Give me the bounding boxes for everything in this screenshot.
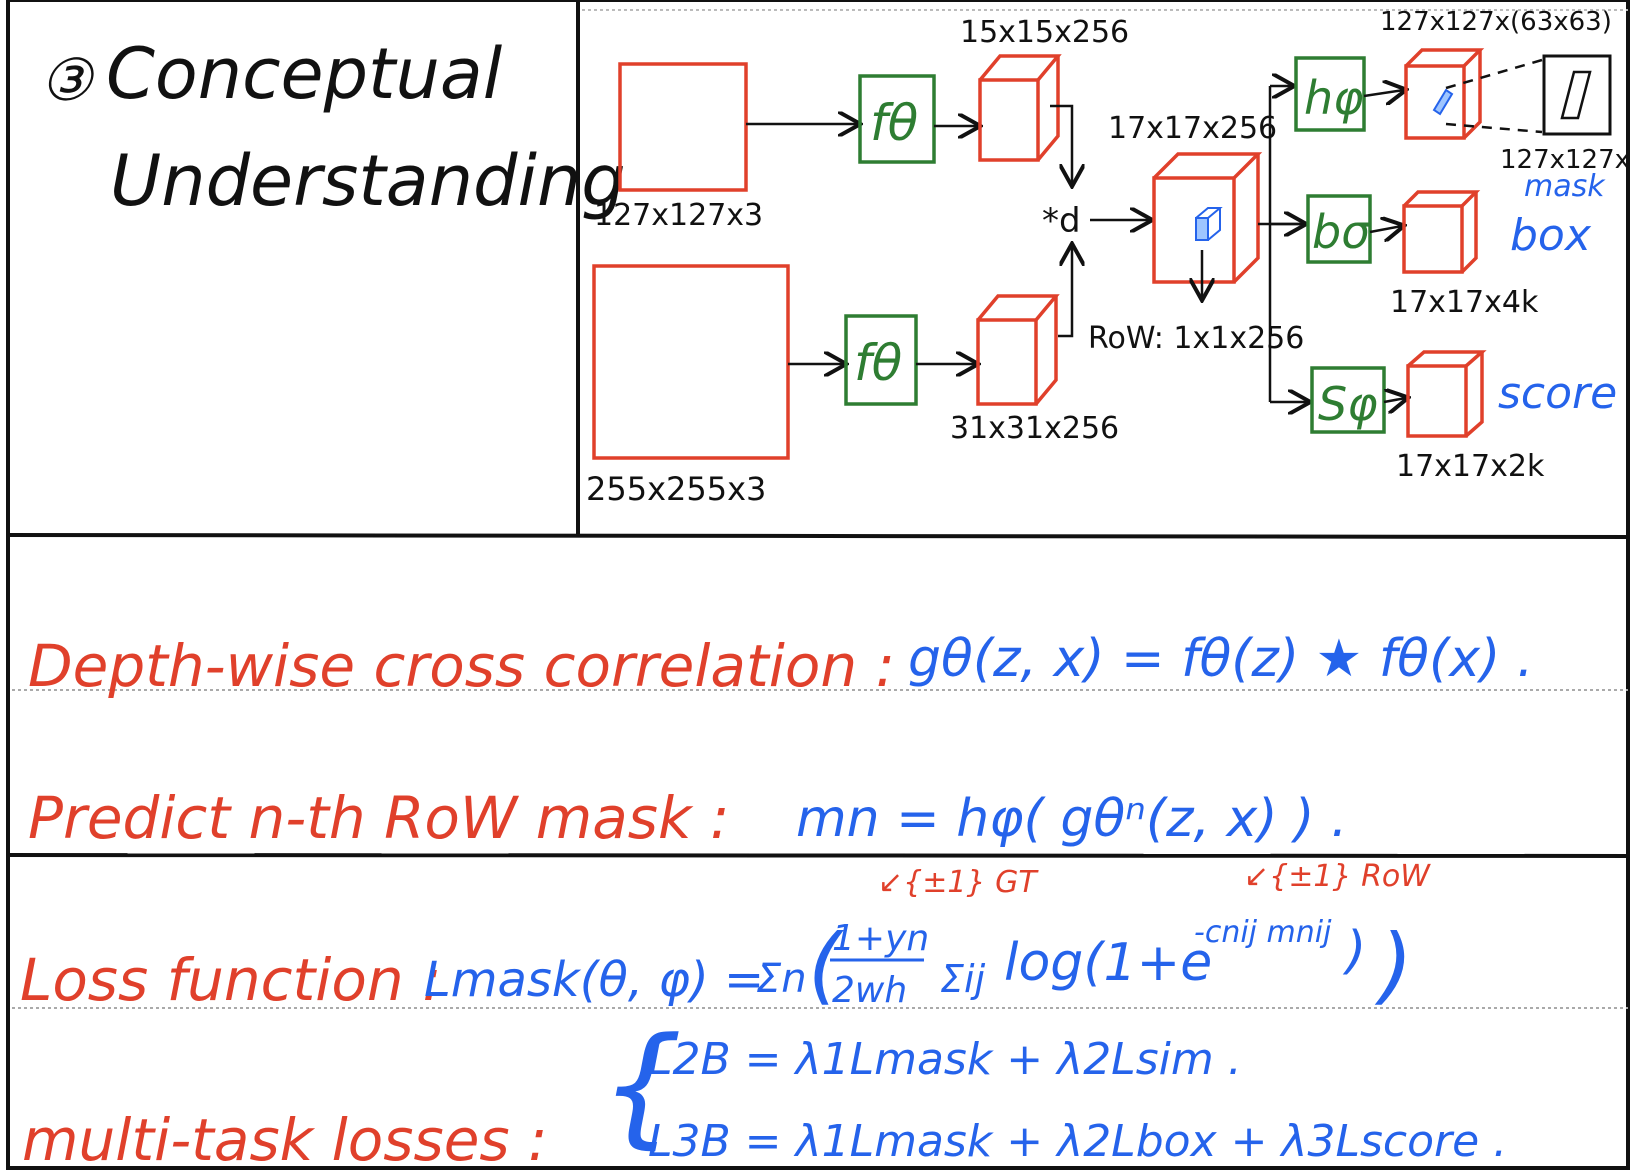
template-feature-cube [978,54,1062,162]
mask-vector-highlight [1432,88,1454,116]
multitask-label: multi-task losses : [22,1106,548,1172]
row-size-label: RoW: 1x1x256 [1088,321,1304,356]
box-head-label: bσ [1312,205,1372,259]
l3b-formula: L3B = λ1Lmask + λ2Lbox + λ3Lscore . [648,1116,1507,1167]
depthwise-formula: gθ(z, x) = fθ(z) ★ fθ(x) . [908,629,1533,689]
loss-close: ) [1342,921,1366,981]
box-output-cube [1402,190,1481,274]
mask-head-box [1294,56,1366,132]
loss-log: log(1+e [1004,933,1212,993]
siammask-diagram: 127x127x3 255x255x3 fθ fθ 15x15x256 31x3… [586,7,1632,508]
backbone-bottom-box [844,314,918,406]
loss-close-paren: ) [1374,916,1413,1014]
depthwise-label: Depth-wise cross correlation : [28,632,895,700]
backbone-top-label: fθ [870,94,918,152]
multitask-brace: { [600,1009,683,1161]
score-output-cube [1406,350,1487,438]
loss-sum-ij: Σij [940,957,986,1001]
response-size-label: 17x17x256 [1108,111,1277,146]
box-output-label: 17x17x4k [1390,285,1539,320]
gt-note: ↙{±1} GT [878,865,1039,900]
score-output-label: 17x17x2k [1396,449,1545,484]
title-line-1: Conceptual [106,33,503,115]
mask-output-label: 127x127x(63x63) [1380,7,1612,37]
loss-label: Loss function : [20,946,442,1014]
box-word: box [1510,210,1592,261]
template-image-box [618,62,748,192]
backbone-top-box [858,74,936,164]
search-feature-label: 31x31x256 [950,411,1119,446]
section-number: ③ [40,46,95,114]
final-mask-size-label: 127x127x1 [1500,145,1632,175]
template-feature-label: 15x15x256 [960,15,1129,50]
row-note: ↙{±1} RoW [1244,859,1431,894]
loss-frac-den: 2wh [832,970,907,1011]
loss-exponent: -cnij mnij [1194,915,1332,950]
loss-sum-n: Σn [756,956,807,1002]
score-head-box [1310,366,1386,434]
predict-formula: mn = hφ( gθⁿ(z, x) ) . [796,789,1347,849]
title-line-2: Understanding [110,140,626,222]
row-highlight [1195,207,1223,241]
loss-frac-num: 1+yn [832,918,929,959]
page-frame [6,0,1630,1170]
search-image-box [592,264,790,460]
search-feature-cube [976,294,1060,406]
box-head-box [1306,194,1372,264]
mask-head-label: hφ [1304,71,1364,125]
mask-output-cube [1404,48,1485,140]
mask-word: mask [1524,169,1606,204]
template-size-label: 127x127x3 [594,198,763,233]
ruled-lines [12,689,1628,1009]
notes-section: Depth-wise cross correlation : gθ(z, x) … [20,629,1533,1172]
search-size-label: 255x255x3 [586,470,766,508]
backbone-bottom-label: fθ [854,334,902,392]
predict-label: Predict n-th RoW mask : [28,784,730,852]
xcorr-operator: *d [1042,201,1081,241]
section-title: ③ Conceptual Understanding [40,33,626,222]
l2b-formula: L2B = λ1Lmask + λ2Lsim . [648,1034,1242,1085]
loss-formula-lhs: Lmask(θ, φ) = [424,952,764,1008]
score-word: score [1498,368,1617,419]
loss-open-paren: ( [808,916,844,1014]
score-head-label: Sφ [1318,377,1378,431]
final-mask-box [1542,54,1612,136]
